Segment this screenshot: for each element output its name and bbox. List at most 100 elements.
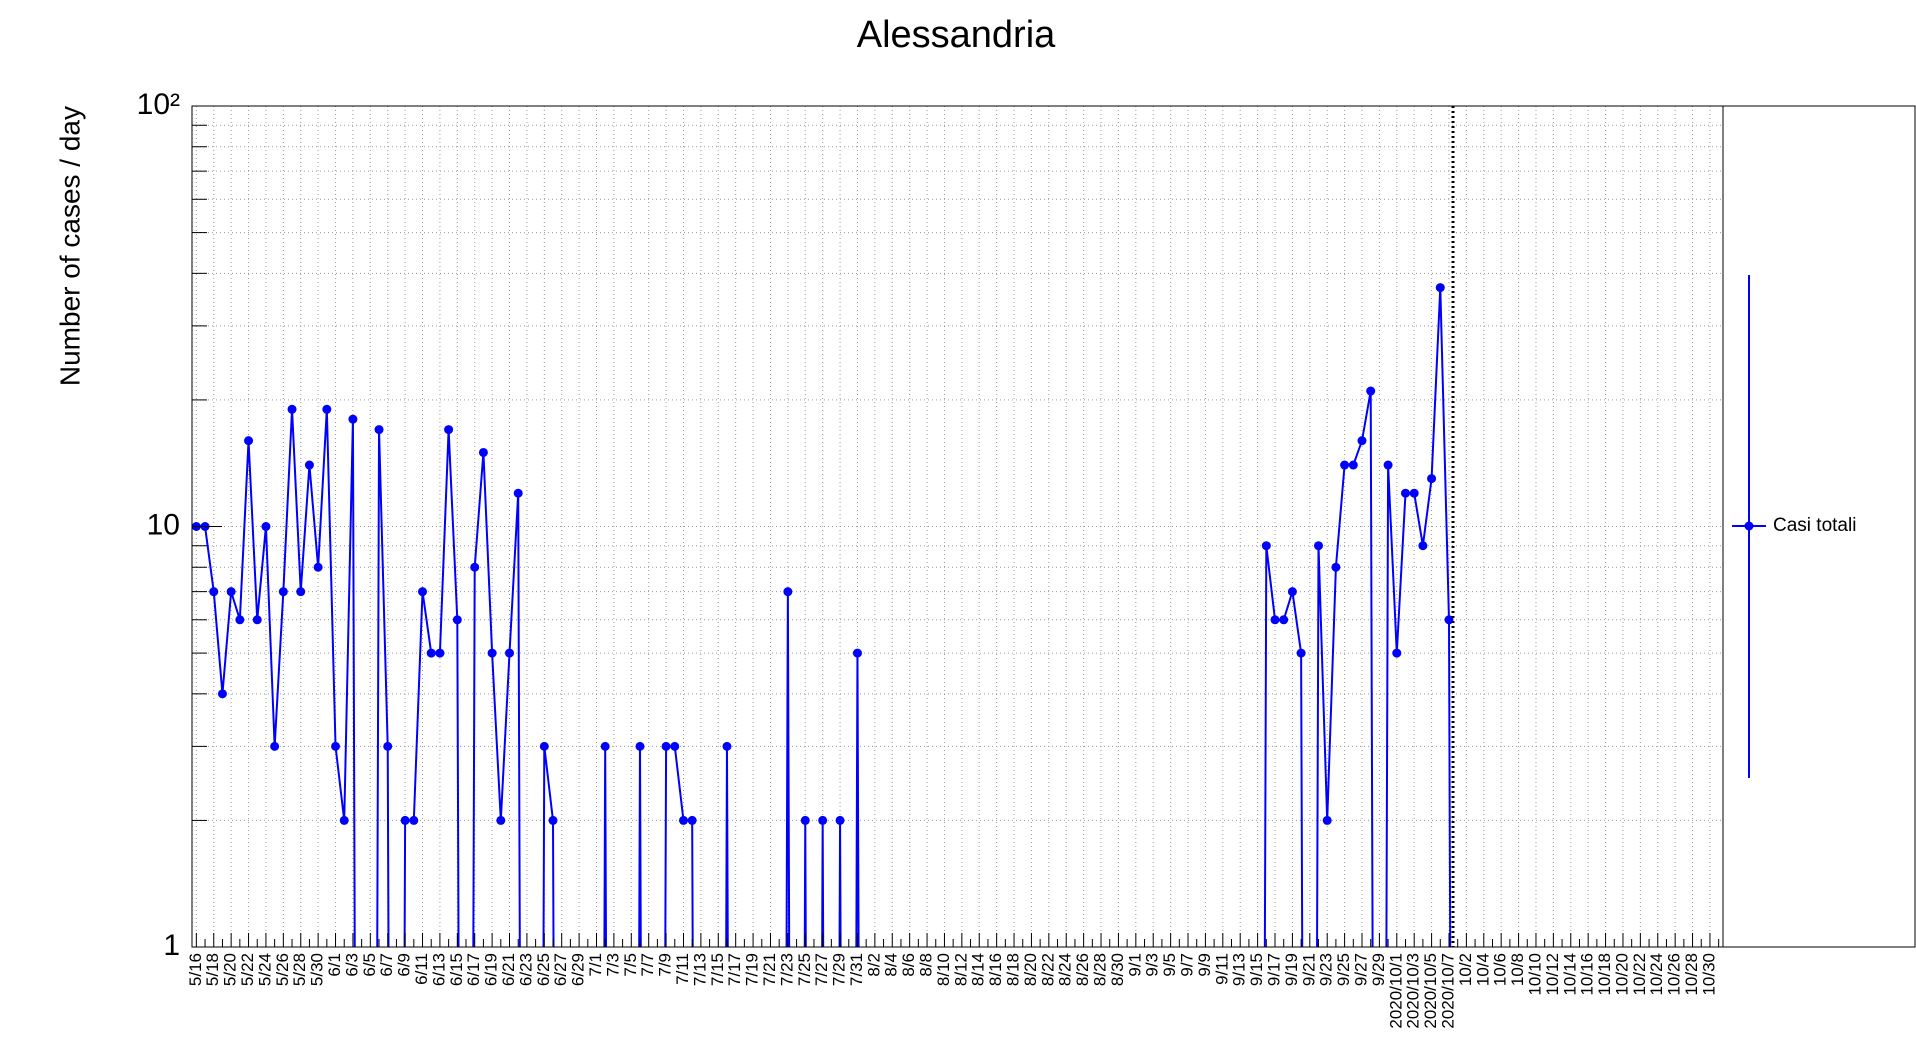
x-tick-label: 10/30 xyxy=(1699,953,1718,996)
data-point xyxy=(261,522,271,531)
x-tick-label: 7/1 xyxy=(586,953,605,977)
x-tick-label: 5/22 xyxy=(238,953,257,986)
x-tick-label: 6/13 xyxy=(429,953,448,986)
data-point xyxy=(278,587,288,597)
x-tick-label: 7/27 xyxy=(812,953,831,986)
plot-area xyxy=(192,283,1454,947)
y-tick-label: 1 xyxy=(163,929,180,962)
x-tick-label: 9/23 xyxy=(1317,953,1336,986)
x-tick-label: 7/13 xyxy=(690,953,709,986)
data-point xyxy=(1409,488,1419,498)
data-point xyxy=(444,425,454,435)
x-tick-label: 10/6 xyxy=(1491,953,1510,986)
data-point xyxy=(383,741,393,751)
x-tick-label: 8/8 xyxy=(917,953,936,977)
data-point xyxy=(835,815,845,825)
x-tick-label: 7/9 xyxy=(656,953,675,977)
x-tick-label: 7/5 xyxy=(621,953,640,977)
x-tick-label: 5/20 xyxy=(221,953,240,986)
x-tick-label: 6/3 xyxy=(342,953,361,977)
plot-frame xyxy=(191,105,1724,948)
data-point xyxy=(496,815,506,825)
x-tick-label: 9/19 xyxy=(1282,953,1301,986)
data-point xyxy=(687,815,697,825)
x-tick-label: 9/15 xyxy=(1247,953,1266,986)
data-point xyxy=(487,648,497,658)
x-tick-label: 8/16 xyxy=(986,953,1005,986)
x-tick-label: 7/7 xyxy=(638,953,657,977)
x-tick-label: 9/29 xyxy=(1369,953,1388,986)
y-tick-label: 10² xyxy=(137,88,180,121)
x-tick-label: 5/28 xyxy=(290,953,309,986)
data-point xyxy=(209,587,219,597)
legend-marker xyxy=(1744,521,1754,531)
x-tick-label: 9/21 xyxy=(1299,953,1318,986)
data-point xyxy=(304,460,314,470)
x-tick-label: 9/11 xyxy=(1212,953,1231,985)
x-tick-label: 7/17 xyxy=(725,953,744,986)
data-point xyxy=(1383,460,1393,470)
legend-box xyxy=(1722,105,1916,948)
chart-title: Alessandria xyxy=(857,14,1056,56)
data-point xyxy=(661,741,671,751)
x-tick-label: 8/2 xyxy=(864,953,883,977)
data-point xyxy=(235,615,245,625)
data-point xyxy=(1427,474,1437,484)
data-point xyxy=(418,587,428,597)
data-point xyxy=(1296,648,1306,658)
x-tick-label: 8/28 xyxy=(1091,953,1110,986)
data-point xyxy=(783,587,793,597)
x-tick-label: 9/3 xyxy=(1143,953,1162,977)
x-tick-label: 8/6 xyxy=(899,953,918,977)
data-point xyxy=(244,436,254,446)
series-line xyxy=(196,287,1452,947)
x-tick-label: 6/9 xyxy=(395,953,414,977)
data-point xyxy=(1357,436,1367,446)
x-tick-label: 10/8 xyxy=(1508,953,1527,986)
x-tick-label: 9/27 xyxy=(1351,953,1370,986)
data-point xyxy=(1331,562,1341,572)
x-tick-label: 8/14 xyxy=(969,953,988,986)
x-tick-label: 10/28 xyxy=(1682,953,1701,996)
data-point xyxy=(322,404,332,414)
x-tick-label: 9/1 xyxy=(1125,953,1144,977)
data-point xyxy=(1366,386,1376,396)
x-tick-label: 6/5 xyxy=(360,953,379,977)
data-point xyxy=(539,741,549,751)
x-tick-label: 8/22 xyxy=(1038,953,1057,986)
x-tick-label: 2020/10/1 xyxy=(1386,953,1405,1029)
x-tick-label: 9/25 xyxy=(1334,953,1353,986)
data-point xyxy=(635,741,645,751)
x-tick-label: 9/13 xyxy=(1230,953,1249,986)
data-point xyxy=(270,741,280,751)
data-point xyxy=(296,587,306,597)
x-tick-label: 7/3 xyxy=(603,953,622,977)
data-point xyxy=(478,447,488,457)
data-point xyxy=(1392,648,1402,658)
x-tick-label: 8/26 xyxy=(1073,953,1092,986)
data-point xyxy=(1400,488,1410,498)
x-tick-label: 10/24 xyxy=(1647,953,1666,996)
data-point xyxy=(1270,615,1280,625)
data-point xyxy=(505,648,515,658)
x-tick-label: 7/11 xyxy=(673,953,692,985)
data-point xyxy=(818,815,828,825)
x-tick-label: 8/24 xyxy=(1056,953,1075,986)
x-tick-label: 10/18 xyxy=(1595,953,1614,996)
x-tick-label: 2020/10/7 xyxy=(1438,953,1457,1029)
x-tick-label: 5/26 xyxy=(273,953,292,986)
x-tick-label: 6/15 xyxy=(447,953,466,986)
x-tick-label: 2020/10/3 xyxy=(1404,953,1423,1029)
x-tick-label: 5/30 xyxy=(308,953,327,986)
data-point xyxy=(1348,460,1358,470)
data-point xyxy=(1340,460,1350,470)
x-tick-label: 7/21 xyxy=(760,953,779,986)
x-tick-label: 10/26 xyxy=(1665,953,1684,996)
data-point xyxy=(1314,541,1324,551)
legend-label: Casi totali xyxy=(1773,515,1856,536)
x-tick-label: 10/12 xyxy=(1543,953,1562,996)
x-tick-label: 5/16 xyxy=(186,953,205,986)
data-point xyxy=(800,815,810,825)
data-point xyxy=(852,648,862,658)
